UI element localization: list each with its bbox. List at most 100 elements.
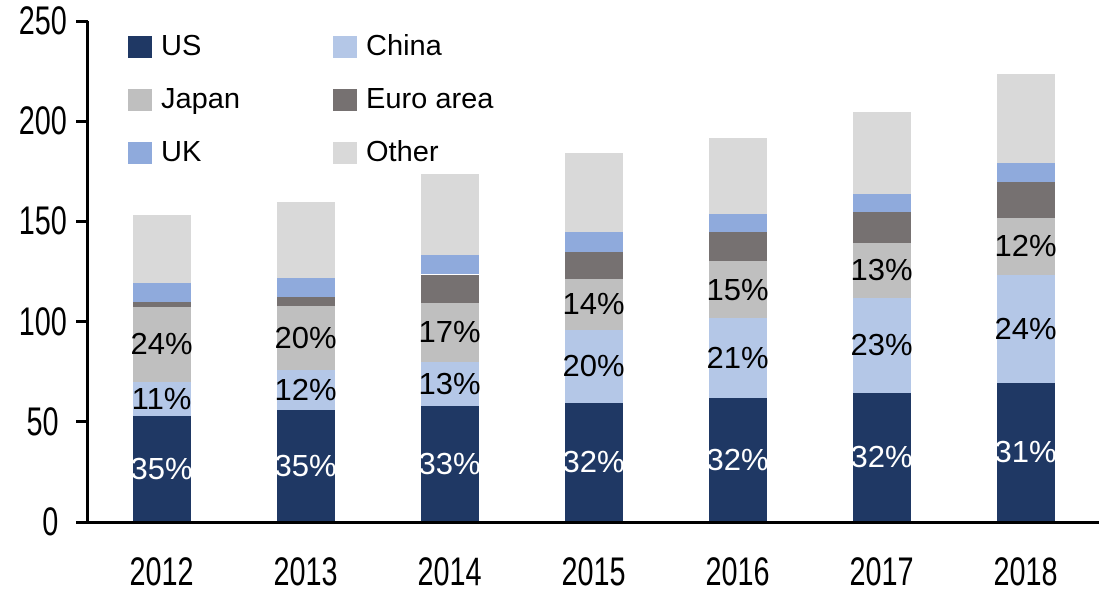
segment-percent-label: 24%: [130, 326, 193, 362]
bar-segment-japan-2016: [708, 261, 767, 318]
bar-segment-uk-2013: [276, 277, 335, 297]
segment-percent-label: 32%: [706, 441, 769, 477]
segment-percent-label: 32%: [850, 439, 913, 475]
bar-segment-china-2018: [996, 274, 1055, 383]
bar-segment-us-2016: [708, 397, 767, 522]
bar-segment-uk-2018: [996, 163, 1055, 183]
segment-percent-label: 24%: [994, 310, 1057, 346]
y-tick-label: 0: [41, 500, 58, 544]
legend-swatch-icon: [333, 88, 357, 111]
y-tick-label: 150: [18, 199, 67, 244]
x-tick-label-2013: 2013: [273, 550, 338, 594]
legend-item-uk: UK: [128, 126, 333, 179]
legend-swatch-icon: [333, 141, 357, 164]
x-tick-label-2014: 2014: [417, 550, 482, 594]
y-tick-label: 100: [18, 299, 67, 344]
bar-segment-japan-2017: [852, 243, 911, 298]
legend-swatch-icon: [128, 88, 152, 111]
bar-segment-china-2017: [852, 297, 911, 393]
y-tick-mark: [76, 320, 88, 324]
bar-segment-japan-2018: [996, 218, 1055, 275]
bar-segment-china-2014: [420, 361, 479, 406]
y-tick-mark: [76, 19, 88, 23]
legend-label: Japan: [161, 83, 241, 115]
bar-segment-japan-2014: [420, 302, 479, 362]
segment-percent-label: 11%: [131, 380, 192, 416]
segment-percent-label: 12%: [274, 371, 337, 407]
bar-segment-china-2012: [132, 381, 191, 416]
segment-percent-label: 20%: [562, 348, 625, 384]
bar-segment-us-2015: [564, 402, 623, 522]
segment-percent-label: 35%: [130, 450, 193, 486]
y-tick-mark: [76, 420, 88, 424]
x-tick-label-2012: 2012: [129, 550, 194, 594]
legend-label: UK: [161, 136, 202, 168]
bar-segment-japan-2013: [276, 305, 335, 370]
x-tick-label-2018: 2018: [993, 550, 1058, 594]
bar-segment-euro-area-2013: [276, 296, 335, 306]
segment-percent-label: 23%: [850, 327, 913, 363]
segment-percent-label: 14%: [562, 286, 625, 322]
segment-percent-label: 35%: [274, 447, 337, 483]
legend-label: China: [366, 30, 442, 62]
legend-label: Other: [366, 136, 439, 168]
bar-segment-us-2013: [276, 409, 335, 522]
legend: US China Japan Euro area UK Other: [128, 20, 493, 179]
bar-segment-uk-2014: [420, 255, 479, 275]
x-axis-line: [86, 521, 1099, 524]
bar-segment-japan-2012: [132, 306, 191, 382]
bar-segment-other-2016: [708, 138, 767, 215]
legend-item-japan: Japan: [128, 73, 333, 126]
y-tick-mark: [76, 520, 88, 524]
bar-segment-us-2018: [996, 382, 1055, 522]
bar-segment-euro-area-2012: [132, 301, 191, 307]
bar-segment-uk-2015: [564, 232, 623, 253]
bar-segment-other-2018: [996, 74, 1055, 164]
segment-percent-label: 21%: [706, 339, 769, 375]
y-tick-label: 50: [25, 399, 58, 444]
bar-segment-other-2012: [132, 215, 191, 283]
segment-percent-label: 33%: [418, 445, 481, 481]
segment-percent-label: 13%: [418, 365, 481, 401]
legend-item-us: US: [128, 20, 333, 73]
legend-swatch-icon: [128, 35, 152, 58]
bar-segment-us-2014: [420, 405, 479, 522]
segment-percent-label: 17%: [418, 314, 481, 350]
bar-segment-other-2015: [564, 153, 623, 233]
y-tick-label: 200: [18, 99, 67, 144]
bar-segment-other-2014: [420, 174, 479, 256]
segment-percent-label: 20%: [274, 319, 337, 355]
segment-percent-label: 31%: [994, 434, 1057, 470]
segment-percent-label: 32%: [562, 444, 625, 480]
y-tick-label: 250: [18, 0, 67, 43]
bar-segment-euro-area-2017: [852, 212, 911, 244]
legend-item-euro-area: Euro area: [333, 73, 493, 126]
bar-segment-us-2012: [132, 415, 191, 522]
bar-segment-other-2017: [852, 112, 911, 195]
bar-segment-euro-area-2016: [708, 232, 767, 262]
legend-swatch-icon: [128, 141, 152, 164]
bar-segment-uk-2017: [852, 194, 911, 213]
bar-segment-japan-2015: [564, 278, 623, 330]
bar-segment-us-2017: [852, 392, 911, 522]
bar-segment-china-2016: [708, 317, 767, 398]
bar-segment-uk-2012: [132, 282, 191, 302]
bar-segment-china-2013: [276, 369, 335, 410]
x-tick-label-2016: 2016: [705, 550, 770, 594]
y-tick-mark: [76, 219, 88, 223]
legend-item-china: China: [333, 20, 493, 73]
bar-segment-china-2015: [564, 329, 623, 403]
bar-segment-euro-area-2018: [996, 182, 1055, 219]
bar-segment-other-2013: [276, 202, 335, 278]
y-tick-mark: [76, 119, 88, 123]
legend-label: US: [161, 30, 202, 62]
legend-swatch-icon: [333, 35, 357, 58]
bar-segment-euro-area-2015: [564, 252, 623, 279]
bar-segment-euro-area-2014: [420, 274, 479, 303]
y-axis-line: [86, 21, 89, 524]
x-tick-label-2017: 2017: [849, 550, 914, 594]
x-tick-label-2015: 2015: [561, 550, 626, 594]
legend-item-other: Other: [333, 126, 493, 179]
segment-percent-label: 12%: [994, 228, 1057, 264]
